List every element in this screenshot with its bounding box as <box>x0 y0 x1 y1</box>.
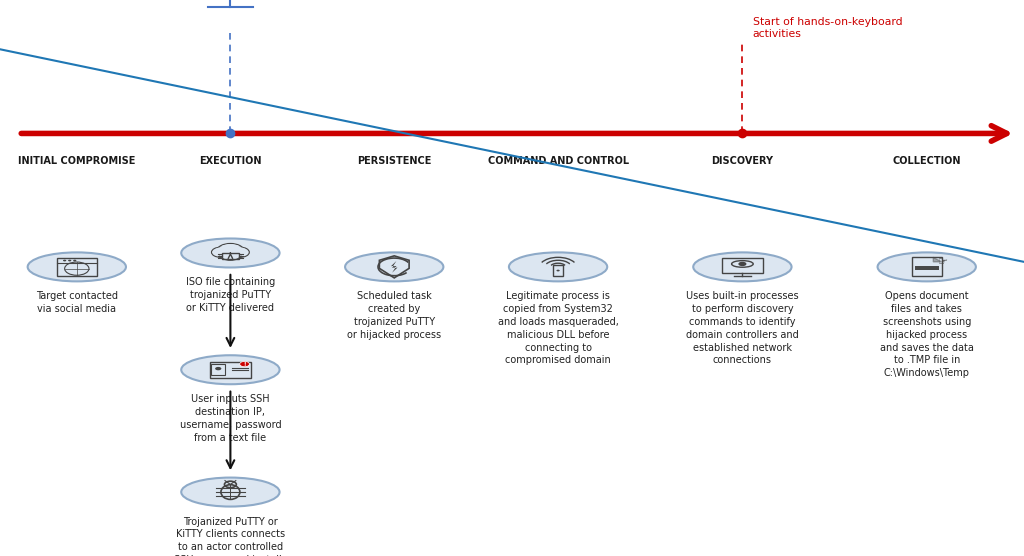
Circle shape <box>240 361 250 367</box>
Ellipse shape <box>878 252 976 281</box>
Ellipse shape <box>693 252 792 281</box>
Circle shape <box>217 244 244 258</box>
Ellipse shape <box>345 252 443 281</box>
Text: Trojanized PuTTY or
KiTTY clients connects
to an actor controlled
SSH server and: Trojanized PuTTY or KiTTY clients connec… <box>174 517 287 556</box>
Ellipse shape <box>28 252 126 281</box>
Circle shape <box>214 247 230 256</box>
Ellipse shape <box>181 355 280 384</box>
Circle shape <box>63 260 67 261</box>
Circle shape <box>738 262 746 266</box>
Text: Start of hands-on-keyboard
activities: Start of hands-on-keyboard activities <box>753 17 902 39</box>
Circle shape <box>215 367 221 370</box>
Text: COMMAND AND CONTROL: COMMAND AND CONTROL <box>487 156 629 166</box>
Ellipse shape <box>181 478 280 507</box>
Text: Opens document
files and takes
screenshots using
hijacked process
and saves the : Opens document files and takes screensho… <box>880 291 974 378</box>
Ellipse shape <box>181 239 280 267</box>
Text: COLLECTION: COLLECTION <box>893 156 961 166</box>
Text: PERSISTENCE: PERSISTENCE <box>357 156 431 166</box>
Polygon shape <box>933 257 942 262</box>
Circle shape <box>556 270 560 271</box>
Text: Target contacted
via social media: Target contacted via social media <box>36 291 118 314</box>
Text: Scheduled task
created by
trojanized PuTTY
or hijacked process: Scheduled task created by trojanized PuT… <box>347 291 441 340</box>
Text: Legitimate process is
copied from System32
and loads masqueraded,
malicious DLL : Legitimate process is copied from System… <box>498 291 618 365</box>
Text: Uses built-in processes
to perform discovery
commands to identify
domain control: Uses built-in processes to perform disco… <box>686 291 799 365</box>
Circle shape <box>73 260 77 261</box>
Circle shape <box>219 249 242 260</box>
Circle shape <box>68 260 72 261</box>
Circle shape <box>230 247 249 257</box>
Text: EXECUTION: EXECUTION <box>199 156 262 166</box>
Text: DISCOVERY: DISCOVERY <box>712 156 773 166</box>
Polygon shape <box>391 261 397 273</box>
Circle shape <box>218 244 243 257</box>
Text: ISO file containing
trojanized PuTTY
or KiTTY delivered: ISO file containing trojanized PuTTY or … <box>185 277 275 313</box>
Ellipse shape <box>509 252 607 281</box>
Circle shape <box>212 247 230 257</box>
Circle shape <box>230 247 247 256</box>
Text: INITIAL COMPROMISE: INITIAL COMPROMISE <box>18 156 135 166</box>
Text: User inputs SSH
destination IP,
username, password
from a text file: User inputs SSH destination IP, username… <box>179 394 282 443</box>
Text: ☞: ☞ <box>938 257 948 267</box>
Text: !: ! <box>244 361 246 366</box>
